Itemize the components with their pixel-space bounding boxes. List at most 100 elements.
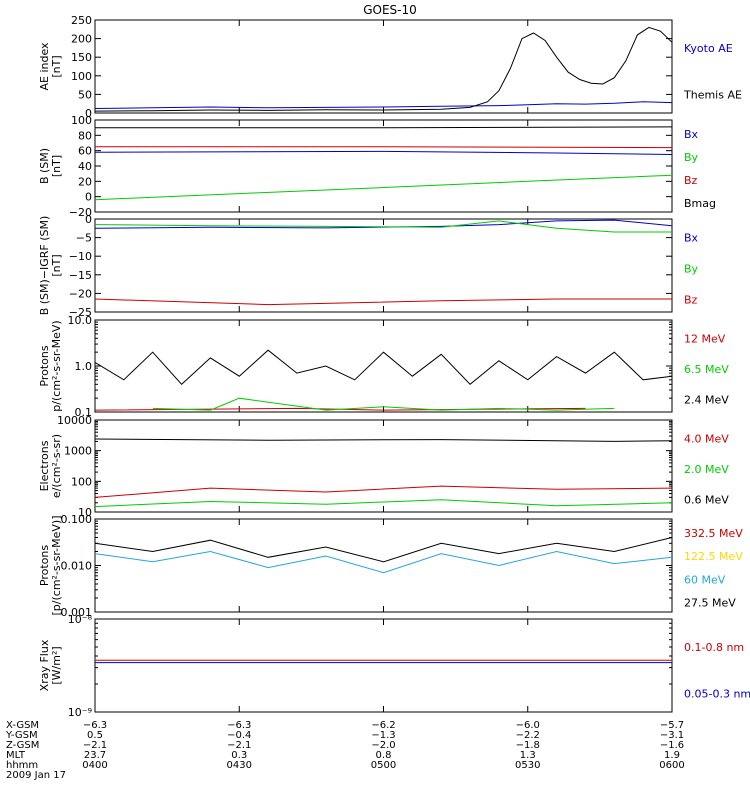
legend-entry: Themis AE: [683, 88, 742, 101]
x-axis-value: −2.1: [83, 740, 107, 751]
x-axis-value: 0500: [371, 760, 396, 771]
x-axis-value: −3.1: [660, 730, 684, 741]
y-tick-label: 10000: [57, 414, 92, 427]
y-axis-label: AE index[nT]: [38, 42, 63, 91]
x-axis-value: −6.3: [227, 720, 251, 731]
legend-entry: 60 MeV: [684, 573, 726, 586]
y-tick-label: 0: [85, 191, 92, 204]
panel-6: 0.001 0.010 0.100Protons[p/(cm²-s-sr-MeV)]…: [38, 513, 743, 619]
panel-5: 10 100 1000 10000 Electronse/(cm²-s-sr) 4.0 M…: [38, 414, 729, 519]
y-tick-label: 50: [78, 88, 92, 101]
panel-frame: [94, 19, 673, 114]
x-axis-value: 1.3: [520, 750, 536, 761]
y-tick-label: 40: [78, 160, 92, 173]
x-axis-value: −6.0: [516, 720, 540, 731]
panel-frame: [94, 618, 673, 713]
y-axis-label: Protonsp/(cm²-s-sr-MeV): [38, 320, 63, 411]
series-line-2-0-mev: [94, 499, 673, 508]
y-tick-label: 0: [85, 107, 92, 120]
y-tick-label: 1000: [64, 445, 92, 458]
legend-entry: Bz: [684, 174, 698, 187]
legend-entry: 4.0 MeV: [684, 432, 729, 445]
panel-frame: [94, 419, 673, 513]
y-tick-label: 80: [78, 129, 92, 142]
legend-entry: 6.5 MeV: [684, 363, 729, 376]
legend-entry: 122.5 MeV: [684, 550, 743, 563]
y-tick-label: 10⁻⁹: [68, 706, 92, 719]
panel-2: −20 0 20 40 60 80 100 B (SM)[nT] Bx By Bz Bmag: [38, 114, 716, 219]
x-axis-value: −6.2: [371, 720, 395, 731]
y-tick-label: −10: [69, 250, 92, 263]
legend-entry: Kyoto AE: [684, 42, 733, 55]
y-tick-label: 100: [71, 475, 92, 488]
legend-entry: 0.05-0.3 nm: [684, 687, 750, 700]
x-axis-value: −1.8: [516, 740, 540, 751]
series-line-bmag: [95, 126, 673, 129]
y-tick-label: −20: [69, 206, 92, 219]
x-axis-row-label: MLT: [6, 750, 26, 761]
y-axis-label: B (SM)[nT]: [38, 148, 63, 184]
panel-7: 10⁻⁹ 10⁻⁸ Xray Flux[W/m²] 0.1-0.8 nm 0.05-0.…: [38, 613, 750, 719]
panel-frame: [94, 518, 673, 613]
panel-frame: [94, 319, 673, 413]
series-line-kyoto-ae: [94, 101, 673, 109]
y-tick-label: 10⁻⁸: [68, 613, 93, 626]
legend-entry: Bx: [684, 128, 699, 141]
series-line-bz: [94, 298, 672, 306]
panel-1: 0 50 100 150 200 250 AE index[nT] Kyoto AE Themi…: [38, 14, 742, 120]
series-line-60-mev: [94, 550, 673, 574]
y-tick-label: 0.010: [61, 560, 93, 573]
y-tick-label: 200: [71, 33, 92, 46]
x-axis-value: 0.8: [376, 750, 392, 761]
plot-title: GOES-10: [363, 3, 417, 17]
y-tick-label: 10.0: [68, 314, 93, 327]
x-axis-value: 1.9: [664, 750, 680, 761]
panel-3: −25 −20 −15 −10 −5 0 B (SM)−IGRF (SM)[nT] Bx By B…: [38, 213, 699, 319]
x-axis-value: −6.3: [83, 720, 107, 731]
x-axis-value: 0.5: [87, 730, 103, 741]
legend-entry: 0.6 MeV: [684, 494, 729, 507]
y-tick-label: 20: [78, 175, 92, 188]
x-axis-value: 0530: [515, 760, 540, 771]
x-axis-row-label: Y-GSM: [5, 730, 38, 741]
y-tick-label: −15: [69, 269, 92, 282]
legend-entry: 27.5 MeV: [684, 597, 736, 610]
series-line-by: [94, 174, 673, 201]
panel-frame: [94, 218, 673, 313]
y-axis-label: Xray Flux[W/m²]: [38, 639, 63, 691]
y-axis-label: Protons[p/(cm²-s-sr-MeV)]: [38, 516, 63, 616]
x-axis-row-label: Z-GSM: [6, 740, 39, 751]
x-axis-value: −1.6: [660, 740, 684, 751]
x-axis-value: −1.3: [371, 730, 395, 741]
panel-4: 0.1 1.0 10.0 Protonsp/(cm²-s-sr-MeV) 12 MeV 6…: [38, 314, 729, 419]
series-line-by: [94, 220, 672, 233]
x-axis-date: 2009 Jan 17: [6, 770, 66, 781]
series-line-6-5-mev: [152, 397, 615, 411]
y-axis-label: B (SM)−IGRF (SM)[nT]: [38, 216, 63, 316]
y-tick-label: 0: [85, 213, 92, 226]
y-tick-label: 150: [71, 51, 92, 64]
x-axis-value: 0.3: [231, 750, 247, 761]
x-axis-value: 0600: [659, 760, 684, 771]
y-tick-label: 1.0: [75, 360, 93, 373]
legend-entry: Bmag: [684, 197, 716, 210]
legend-entry: 0.1-0.8 nm: [684, 641, 744, 654]
x-axis-value: 0400: [82, 760, 107, 771]
y-tick-label: 100: [71, 70, 92, 83]
legend-entry: By: [684, 151, 699, 164]
legend-entry: By: [684, 263, 699, 276]
series-line-bx: [94, 150, 673, 155]
y-tick-label: −25: [69, 306, 92, 319]
x-axis-value: −0.4: [227, 730, 251, 741]
legend-entry: 12 MeV: [684, 332, 726, 345]
x-axis-row-label: hhmm: [6, 760, 38, 771]
legend-entry: Bx: [684, 232, 699, 245]
y-tick-label: 0.001: [61, 606, 93, 619]
y-tick-label: 60: [78, 145, 92, 158]
y-tick-label: 250: [71, 14, 92, 27]
panel-frame: [94, 119, 673, 213]
y-axis-label: Electronse/(cm²-s-sr): [38, 434, 63, 498]
y-tick-label: 10: [78, 506, 92, 519]
y-tick-label: 0.100: [61, 513, 93, 526]
